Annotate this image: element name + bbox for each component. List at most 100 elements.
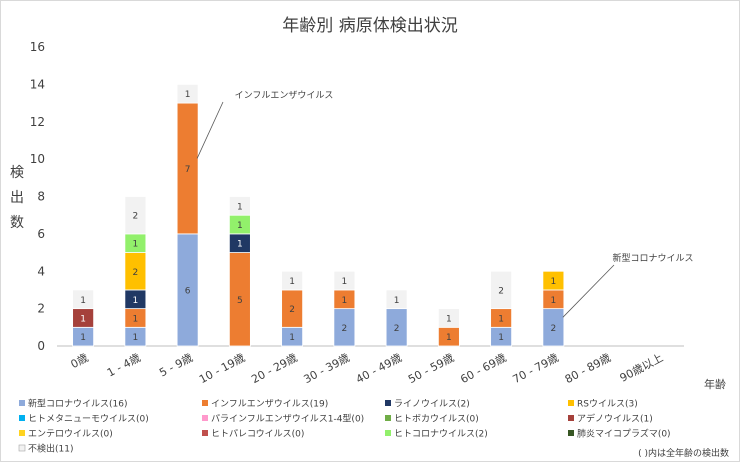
x-tick-label: 5 - 9歳: [157, 351, 195, 379]
data-label: 1: [551, 296, 557, 306]
y-label-char: 出: [10, 190, 24, 206]
data-label: 1: [185, 90, 191, 100]
legend-swatch: [202, 400, 208, 406]
x-tick-label: 30 - 39歳: [302, 351, 352, 386]
data-label: 2: [394, 324, 400, 334]
bars: 1 1 1 1 1 1 2 1 2 6 7 1 5 1 1 1 1 2 1 2 1 1 2 1 1 1 1 1 2 2 1 1: [72, 83, 565, 347]
data-label: 1: [551, 277, 557, 287]
annotation-label: インフルエンザウイルス: [235, 90, 334, 101]
data-label: 2: [551, 324, 557, 334]
bar-segment: [437, 308, 460, 328]
footnote: ( )内は全年齢の検出数: [638, 447, 729, 459]
bar-segment: [542, 270, 565, 291]
data-label: 7: [185, 165, 191, 175]
x-tick-label: 60 - 69歳: [458, 351, 508, 386]
legend-swatch: [385, 430, 391, 436]
x-axis-label: 年齢: [704, 377, 726, 391]
bar-segment: [228, 196, 251, 216]
legend-entry: 不検出(11): [28, 443, 73, 455]
chart-title: 年齢別 病原体検出状況: [282, 16, 457, 36]
data-label: 1: [133, 240, 139, 250]
data-label: 5: [237, 296, 243, 306]
legend-entry: アデノウイルス(1): [577, 413, 653, 425]
x-tick-label: 20 - 29歳: [249, 351, 299, 386]
legend-entry: ヒトメタニューモウイルス(0): [28, 414, 149, 425]
legend-entry: ヒトコロナウイルス(2): [394, 429, 488, 440]
bar-segment: [490, 270, 513, 310]
legend-swatch: [18, 444, 26, 452]
legend-entry: ヒトボカウイルス(0): [394, 414, 479, 425]
bar-segment: [333, 270, 356, 291]
x-tick-label: 1 - 4歳: [105, 351, 143, 379]
data-label: 1: [237, 240, 243, 250]
data-label: 2: [133, 268, 139, 278]
x-tick-label: 50 - 59歳: [406, 351, 456, 386]
x-axis-ticks: 0歳 1 - 4歳 5 - 9歳 10 - 19歳 20 - 29歳 30 - 39歳 40…: [69, 351, 666, 386]
legend-swatch: [385, 415, 391, 421]
legend-swatch: [202, 415, 208, 421]
data-label: 1: [133, 333, 139, 343]
data-label: 1: [498, 333, 504, 343]
data-label: 1: [133, 314, 139, 324]
data-label: 1: [342, 277, 348, 287]
y-tick-label: 8: [37, 190, 45, 204]
y-label-char: 数: [10, 215, 24, 231]
x-tick-label: 90歳以上: [618, 351, 666, 385]
legend-swatch: [385, 400, 391, 406]
annotation-leader-line: [562, 264, 615, 318]
data-label: 2: [342, 324, 348, 334]
data-label: 1: [289, 277, 295, 287]
data-label: 1: [237, 221, 243, 231]
bar-segment: [176, 83, 199, 104]
y-axis-label: 検出数: [10, 165, 24, 231]
legend-entry: インフルエンザウイルス(19): [211, 399, 328, 410]
data-label: 2: [133, 212, 139, 222]
y-tick-label: 10: [30, 152, 45, 166]
legend-swatch: [19, 400, 25, 406]
data-label: 1: [498, 314, 504, 324]
x-tick-label: 40 - 49歳: [354, 351, 404, 386]
y-tick-label: 6: [37, 227, 45, 241]
legend-entry: 肺炎マイコプラズマ(0): [577, 428, 671, 440]
legend-swatch: [568, 430, 574, 436]
data-label: 1: [133, 296, 139, 306]
y-tick-label: 12: [30, 115, 45, 129]
x-tick-label: 0歳: [69, 351, 91, 371]
data-label: 1: [80, 296, 86, 306]
data-label: 1: [342, 296, 348, 306]
legend-entry: 新型コロナウイルス(16): [28, 398, 127, 410]
y-tick-label: 4: [37, 264, 45, 278]
data-label: 2: [289, 305, 295, 315]
y-tick-label: 14: [30, 77, 45, 91]
annotation-leader-line: [196, 101, 224, 159]
legend-swatch: [568, 400, 574, 406]
bar-segment: [72, 289, 95, 310]
y-tick-label: 0: [37, 339, 45, 353]
bar-segment: [385, 289, 408, 310]
x-tick-label: 80 - 89歳: [563, 351, 613, 386]
legend: 新型コロナウイルス(16) インフルエンザウイルス(19) ライノウイルス(2) RS…: [18, 398, 671, 455]
data-label: 1: [394, 296, 400, 306]
legend-swatch: [568, 415, 574, 421]
legend-entry: ライノウイルス(2): [394, 399, 470, 410]
legend-swatch: [19, 415, 25, 421]
data-label: 1: [80, 333, 86, 343]
data-label: 1: [237, 202, 243, 212]
bar-segment: [281, 270, 304, 291]
data-label: 6: [185, 286, 191, 296]
legend-entry: RSウイルス(3): [577, 399, 638, 410]
x-tick-label: 10 - 19歳: [197, 351, 247, 386]
bar-segment: [124, 196, 147, 235]
y-tick-label: 16: [30, 40, 45, 54]
y-axis-ticks: 0 2 4 6 8 10 12 14 16: [30, 40, 45, 353]
data-label: 2: [498, 286, 504, 296]
legend-swatch: [19, 430, 25, 436]
x-tick-label: 70 - 79歳: [511, 351, 561, 386]
legend-entry: エンテロウイルス(0): [28, 429, 113, 440]
y-tick-label: 2: [37, 302, 45, 316]
annotation-label: 新型コロナウイルス: [612, 252, 693, 264]
legend-entry: ヒトパレコウイルス(0): [211, 429, 304, 440]
